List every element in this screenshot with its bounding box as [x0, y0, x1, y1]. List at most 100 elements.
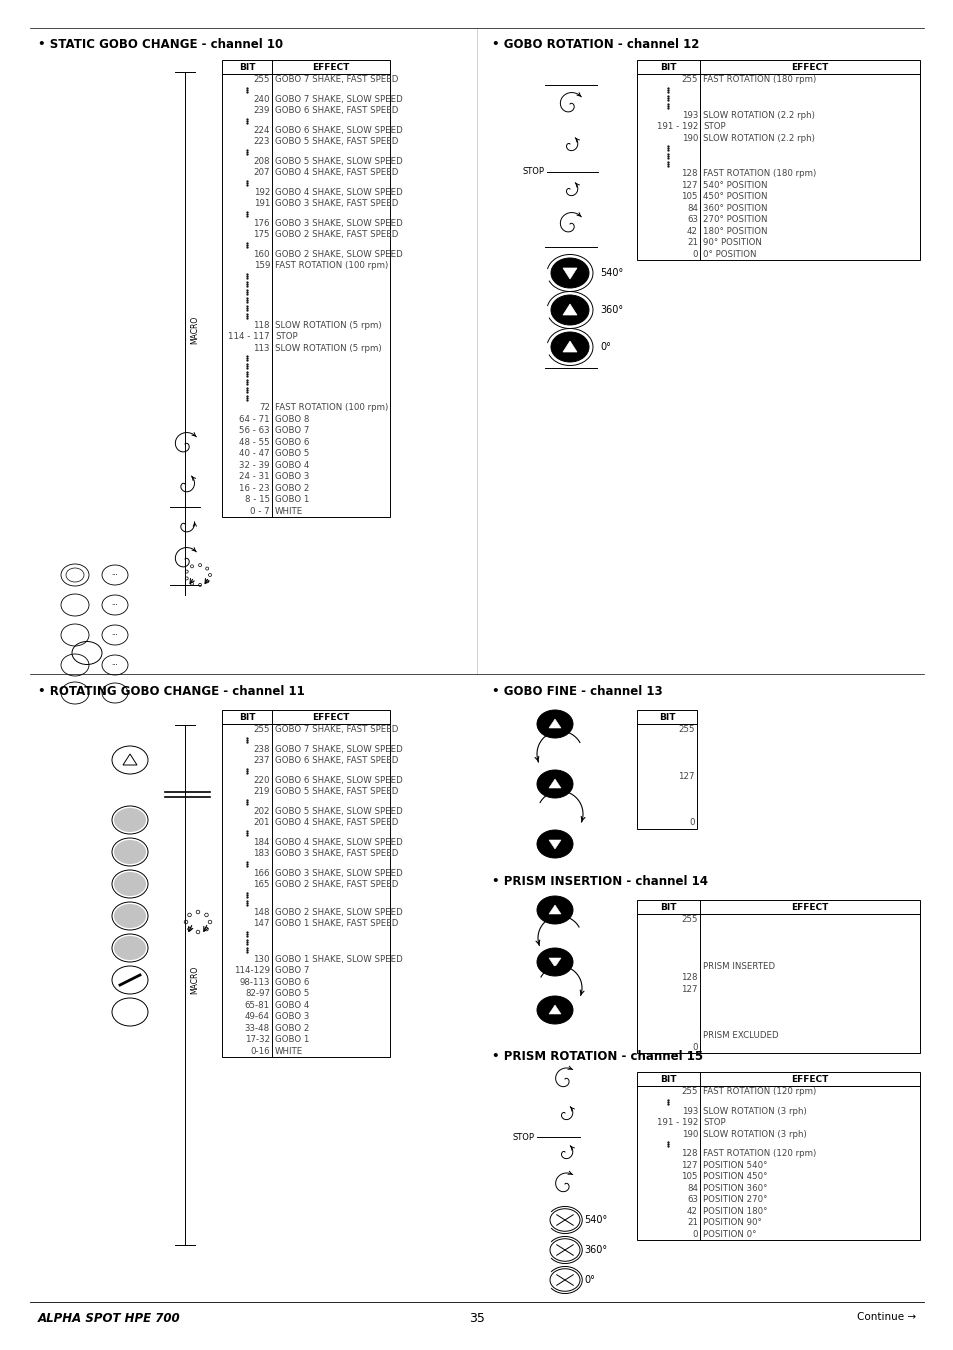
Text: 128: 128 [680, 1149, 698, 1158]
Bar [637, 1085, 919, 1241]
Text: 114-129: 114-129 [233, 967, 270, 975]
Text: GOBO 3 SHAKE, FAST SPEED: GOBO 3 SHAKE, FAST SPEED [274, 200, 398, 208]
Text: MACRO: MACRO [190, 965, 199, 994]
Text: GOBO 5: GOBO 5 [274, 450, 309, 458]
Text: GOBO 6: GOBO 6 [274, 437, 309, 447]
Text: ···: ··· [112, 662, 118, 668]
Text: 42: 42 [686, 227, 698, 236]
Text: 49-64: 49-64 [245, 1012, 270, 1021]
Text: 224: 224 [253, 126, 270, 135]
Text: GOBO 4: GOBO 4 [274, 460, 309, 470]
Text: GOBO 2 SHAKE, SLOW SPEED: GOBO 2 SHAKE, SLOW SPEED [274, 907, 402, 917]
Text: 21: 21 [686, 238, 698, 247]
Text: 24 - 31: 24 - 31 [239, 472, 270, 481]
Text: 130: 130 [253, 954, 270, 964]
Text: 35: 35 [469, 1312, 484, 1324]
Text: 8 - 15: 8 - 15 [245, 495, 270, 505]
Bar [637, 1072, 919, 1085]
Text: 128: 128 [680, 973, 698, 983]
Text: POSITION 450°: POSITION 450° [702, 1172, 767, 1181]
Text: 90° POSITION: 90° POSITION [702, 238, 761, 247]
Text: BIT: BIT [659, 903, 676, 911]
Text: GOBO 5 SHAKE, FAST SPEED: GOBO 5 SHAKE, FAST SPEED [274, 787, 398, 796]
Text: 175: 175 [253, 231, 270, 239]
Ellipse shape [551, 332, 588, 362]
Text: 63: 63 [686, 215, 698, 224]
Text: 160: 160 [253, 250, 270, 259]
Text: 219: 219 [253, 787, 270, 796]
Text: 127: 127 [680, 181, 698, 190]
Text: EFFECT: EFFECT [790, 62, 828, 72]
Text: 183: 183 [253, 849, 270, 859]
Polygon shape [562, 269, 577, 279]
Text: 207: 207 [253, 169, 270, 177]
Text: POSITION 270°: POSITION 270° [702, 1195, 767, 1204]
Text: BIT: BIT [238, 713, 255, 721]
Text: GOBO 4 SHAKE, SLOW SPEED: GOBO 4 SHAKE, SLOW SPEED [274, 188, 402, 197]
Text: GOBO 4 SHAKE, FAST SPEED: GOBO 4 SHAKE, FAST SPEED [274, 818, 398, 828]
Text: ···: ··· [112, 632, 118, 639]
Text: GOBO 6 SHAKE, FAST SPEED: GOBO 6 SHAKE, FAST SPEED [274, 756, 398, 765]
Text: 98-113: 98-113 [239, 977, 270, 987]
Text: 56 - 63: 56 - 63 [239, 427, 270, 435]
Text: • PRISM INSERTION - channel 14: • PRISM INSERTION - channel 14 [492, 875, 707, 888]
Ellipse shape [113, 936, 146, 960]
Text: POSITION 180°: POSITION 180° [702, 1207, 767, 1216]
Text: 64 - 71: 64 - 71 [239, 414, 270, 424]
Text: 17-32: 17-32 [245, 1035, 270, 1045]
Text: FAST ROTATION (180 rpm): FAST ROTATION (180 rpm) [702, 169, 816, 178]
Text: GOBO 5 SHAKE, FAST SPEED: GOBO 5 SHAKE, FAST SPEED [274, 138, 398, 146]
Text: 180° POSITION: 180° POSITION [702, 227, 767, 236]
Text: 21: 21 [686, 1218, 698, 1227]
Text: 63: 63 [686, 1195, 698, 1204]
Text: Continue →: Continue → [856, 1312, 915, 1322]
Text: GOBO 4 SHAKE, FAST SPEED: GOBO 4 SHAKE, FAST SPEED [274, 169, 398, 177]
Text: FAST ROTATION (100 rpm): FAST ROTATION (100 rpm) [274, 404, 388, 412]
Text: POSITION 540°: POSITION 540° [702, 1161, 767, 1169]
Ellipse shape [537, 896, 573, 923]
Text: 255: 255 [680, 915, 698, 925]
Text: 84: 84 [686, 204, 698, 213]
Text: 72: 72 [258, 404, 270, 412]
Bar [222, 710, 390, 724]
Bar [222, 74, 390, 517]
Text: 240: 240 [253, 95, 270, 104]
Text: GOBO 4 SHAKE, SLOW SPEED: GOBO 4 SHAKE, SLOW SPEED [274, 838, 402, 846]
Text: 255: 255 [253, 76, 270, 84]
Bar [637, 74, 919, 261]
Ellipse shape [537, 710, 573, 738]
Polygon shape [548, 720, 560, 728]
Text: 220: 220 [253, 776, 270, 784]
Ellipse shape [537, 948, 573, 976]
Text: WHITE: WHITE [274, 506, 303, 516]
Text: 190: 190 [680, 1130, 698, 1139]
Polygon shape [548, 840, 560, 849]
Text: 65-81: 65-81 [245, 1000, 270, 1010]
Text: GOBO 4: GOBO 4 [274, 1000, 309, 1010]
Text: 190: 190 [680, 134, 698, 143]
Ellipse shape [113, 872, 146, 896]
Text: 0: 0 [692, 250, 698, 259]
Text: 191 - 192: 191 - 192 [656, 123, 698, 131]
Text: GOBO 1: GOBO 1 [274, 1035, 309, 1045]
Bar [222, 724, 390, 1057]
Text: 148: 148 [253, 907, 270, 917]
Text: 166: 166 [253, 869, 270, 878]
Ellipse shape [113, 840, 146, 864]
Text: 32 - 39: 32 - 39 [239, 460, 270, 470]
Text: 127: 127 [680, 984, 698, 994]
Text: GOBO 8: GOBO 8 [274, 414, 309, 424]
Text: 0 - 7: 0 - 7 [250, 506, 270, 516]
Text: GOBO 2 SHAKE, FAST SPEED: GOBO 2 SHAKE, FAST SPEED [274, 880, 398, 890]
Text: SLOW ROTATION (5 rpm): SLOW ROTATION (5 rpm) [274, 344, 381, 352]
Text: SLOW ROTATION (2.2 rph): SLOW ROTATION (2.2 rph) [702, 134, 814, 143]
Text: 48 - 55: 48 - 55 [239, 437, 270, 447]
Text: GOBO 6 SHAKE, SLOW SPEED: GOBO 6 SHAKE, SLOW SPEED [274, 776, 402, 784]
Text: 82-97: 82-97 [245, 990, 270, 998]
Text: SLOW ROTATION (3 rph): SLOW ROTATION (3 rph) [702, 1130, 806, 1139]
Text: • GOBO ROTATION - channel 12: • GOBO ROTATION - channel 12 [492, 38, 699, 51]
Text: STOP: STOP [702, 123, 725, 131]
Text: GOBO 2 SHAKE, FAST SPEED: GOBO 2 SHAKE, FAST SPEED [274, 231, 398, 239]
Text: GOBO 1 SHAKE, FAST SPEED: GOBO 1 SHAKE, FAST SPEED [274, 919, 398, 929]
Text: 255: 255 [680, 76, 698, 84]
